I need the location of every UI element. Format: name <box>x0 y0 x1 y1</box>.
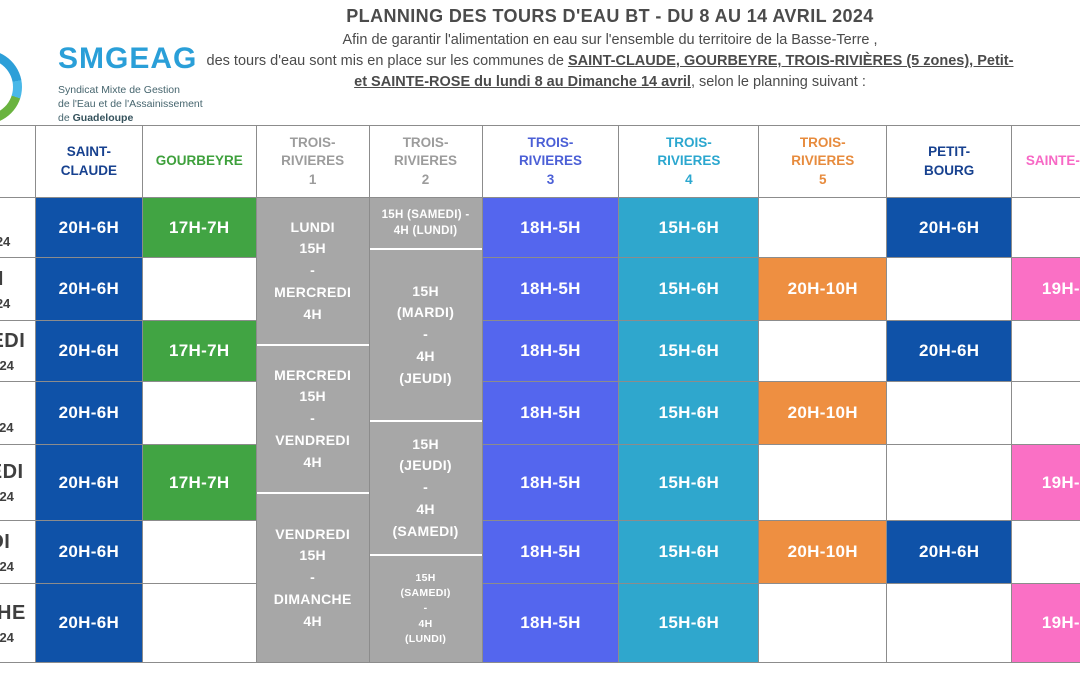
smgeag-logo-icon <box>0 50 22 124</box>
column-petit-bourg: PETIT- BOURG 20H-6H 20H-6H 20H-6H <box>887 126 1013 663</box>
cell-tr3: 18H-5H <box>482 258 619 321</box>
cell-petit-bourg-empty <box>887 382 1012 445</box>
tagline-line2: de l'Eau et de l'Assainissement <box>58 97 203 110</box>
cell-saint-claude: 20H-6H <box>35 198 142 258</box>
intro-line3: et SAINTE-ROSE du lundi 8 au Dimanche 14… <box>354 74 866 90</box>
tagline-line3: de Guadeloupe <box>58 111 134 124</box>
day-label: SAMEDI13 AVRIL 2024 <box>0 521 35 584</box>
cell-tr3: 18H-5H <box>482 521 619 584</box>
cell-sainte-rose-empty <box>1012 521 1080 584</box>
cell-saint-claude: 20H-6H <box>35 321 142 382</box>
col-header-petit-bourg: PETIT- BOURG <box>887 126 1012 198</box>
cell-tr4: 15H-6H <box>619 198 759 258</box>
cell-gourbeyre: 17H-7H <box>142 445 256 521</box>
cell-sainte-rose-empty <box>1012 382 1080 445</box>
cell-tr3: 18H-5H <box>482 445 619 521</box>
page-title: PLANNING DES TOURS D'EAU BT - DU 8 AU 14… <box>346 6 874 26</box>
intro-line2: des tours d'eau sont mis en place sur le… <box>206 53 1014 69</box>
col-header-gourbeyre: GOURBEYRE <box>142 126 256 198</box>
column-trois-rivieres-2: TROIS- RIVIERES 2 15H (SAMEDI) -4H (LUNDI)… <box>369 126 483 663</box>
cell-tr3: 18H-5H <box>482 382 619 445</box>
cell-saint-claude: 20H-6H <box>35 521 142 584</box>
cell-tr4: 15H-6H <box>619 382 759 445</box>
cell-tr5: 20H-10H <box>759 382 887 445</box>
cell-saint-claude: 20H-6H <box>35 382 142 445</box>
intro-line1: Afin de garantir l'alimentation en eau s… <box>342 32 878 48</box>
days-header-empty <box>0 126 35 198</box>
col-header-trois-rivieres-1: TROIS- RIVIERES 1 <box>256 126 369 198</box>
cell-tr1-block: VENDREDI 15H - DIMANCHE 4H <box>256 494 369 663</box>
cell-tr5: 20H-10H <box>759 521 887 584</box>
cell-tr5-empty <box>759 321 887 382</box>
cell-petit-bourg-empty <box>887 258 1012 321</box>
column-sainte-rose: SAINTE-ROSE 19H-6H 19H-6H 19H-6H <box>1012 126 1080 663</box>
col-header-trois-rivieres-4: TROIS- RIVIERES 4 <box>619 126 759 198</box>
cell-tr3: 18H-5H <box>482 321 619 382</box>
cell-tr2-block: 15H (SAMEDI) -4H (LUNDI) <box>369 556 482 663</box>
smgeag-tagline: Syndicat Mixte de Gestion de l'Eau et de… <box>58 84 203 126</box>
tagline-line1: Syndicat Mixte de Gestion <box>58 84 180 96</box>
column-days: LUNDI8 AVRIL 2024 MARDI9 AVRIL 2024 MERC… <box>0 126 36 663</box>
cell-saint-claude: 20H-6H <box>35 445 142 521</box>
cell-tr1-block: LUNDI 15H - MERCREDI 4H <box>256 198 369 346</box>
cell-tr2-block: 15H (SAMEDI) -4H (LUNDI) <box>369 198 482 250</box>
cell-gourbeyre-empty <box>142 382 256 445</box>
col-header-trois-rivieres-5: TROIS- RIVIERES 5 <box>759 126 887 198</box>
day-label: MERCREDI10 AVRIL 2024 <box>0 321 35 382</box>
cell-tr4: 15H-6H <box>619 258 759 321</box>
cell-tr2-block: 15H (JEUDI) -4H (SAMEDI) <box>369 422 482 556</box>
cell-sainte-rose: 19H-6H <box>1012 445 1080 521</box>
cell-tr5-empty <box>759 445 887 521</box>
day-label: LUNDI8 AVRIL 2024 <box>0 198 35 258</box>
cell-tr5: 20H-10H <box>759 258 887 321</box>
cell-petit-bourg: 20H-6H <box>887 521 1012 584</box>
cell-sainte-rose-empty <box>1012 321 1080 382</box>
column-gourbeyre: GOURBEYRE 17H-7H 17H-7H 17H-7H <box>142 126 257 663</box>
column-saint-claude: SAINT- CLAUDE 20H-6H 20H-6H 20H-6H 20H-6H… <box>35 126 143 663</box>
cell-saint-claude: 20H-6H <box>35 584 142 663</box>
cell-petit-bourg: 20H-6H <box>887 198 1012 258</box>
col-header-sainte-rose: SAINTE-ROSE <box>1012 126 1080 198</box>
day-label: DIMANCHE14 AVRIL 2024 <box>0 584 35 663</box>
cell-saint-claude: 20H-6H <box>35 258 142 321</box>
cell-tr4: 15H-6H <box>619 521 759 584</box>
cell-petit-bourg: 20H-6H <box>887 321 1012 382</box>
cell-petit-bourg-empty <box>887 445 1012 521</box>
column-trois-rivieres-3: TROIS- RIVIERES 3 18H-5H 18H-5H 18H-5H 18H… <box>482 126 620 663</box>
day-label: JEUDI11 AVRIL 2024 <box>0 382 35 445</box>
schedule-table: LUNDI8 AVRIL 2024 MARDI9 AVRIL 2024 MERC… <box>0 125 1080 663</box>
cell-sainte-rose: 19H-6H <box>1012 258 1080 321</box>
cell-gourbeyre: 17H-7H <box>142 198 256 258</box>
smgeag-logo-text: SMGEAG <box>58 42 198 75</box>
column-trois-rivieres-1: TROIS- RIVIERES 1 LUNDI 15H - MERCREDI 4H MERC… <box>256 126 370 663</box>
cell-tr4: 15H-6H <box>619 445 759 521</box>
cell-tr3: 18H-5H <box>482 584 619 663</box>
cell-tr5-empty <box>759 584 887 663</box>
cell-gourbeyre: 17H-7H <box>142 321 256 382</box>
column-trois-rivieres-5: TROIS- RIVIERES 5 20H-10H 20H-10H 20H-10H <box>759 126 888 663</box>
cell-petit-bourg-empty <box>887 584 1012 663</box>
cell-gourbeyre-empty <box>142 258 256 321</box>
column-trois-rivieres-4: TROIS- RIVIERES 4 15H-6H 15H-6H 15H-6H 15H… <box>619 126 760 663</box>
cell-gourbeyre-empty <box>142 584 256 663</box>
day-label: MARDI9 AVRIL 2024 <box>0 258 35 321</box>
cell-tr5-empty <box>759 198 887 258</box>
cell-sainte-rose: 19H-6H <box>1012 584 1080 663</box>
cell-tr4: 15H-6H <box>619 584 759 663</box>
cell-tr2-block: 15H (MARDI) -4H (JEUDI) <box>369 250 482 422</box>
cell-tr1-block: MERCREDI 15H - VENDREDI 4H <box>256 346 369 494</box>
col-header-saint-claude: SAINT- CLAUDE <box>35 126 142 198</box>
cell-gourbeyre-empty <box>142 521 256 584</box>
col-header-trois-rivieres-2: TROIS- RIVIERES 2 <box>369 126 482 198</box>
header-block: PLANNING DES TOURS D'EAU BT - DU 8 AU 14… <box>140 6 1080 90</box>
cell-tr4: 15H-6H <box>619 321 759 382</box>
cell-tr3: 18H-5H <box>482 198 619 258</box>
col-header-trois-rivieres-3: TROIS- RIVIERES 3 <box>482 126 619 198</box>
cell-sainte-rose-empty <box>1012 198 1080 258</box>
day-label: VENDREDI12 AVRIL 2024 <box>0 445 35 521</box>
